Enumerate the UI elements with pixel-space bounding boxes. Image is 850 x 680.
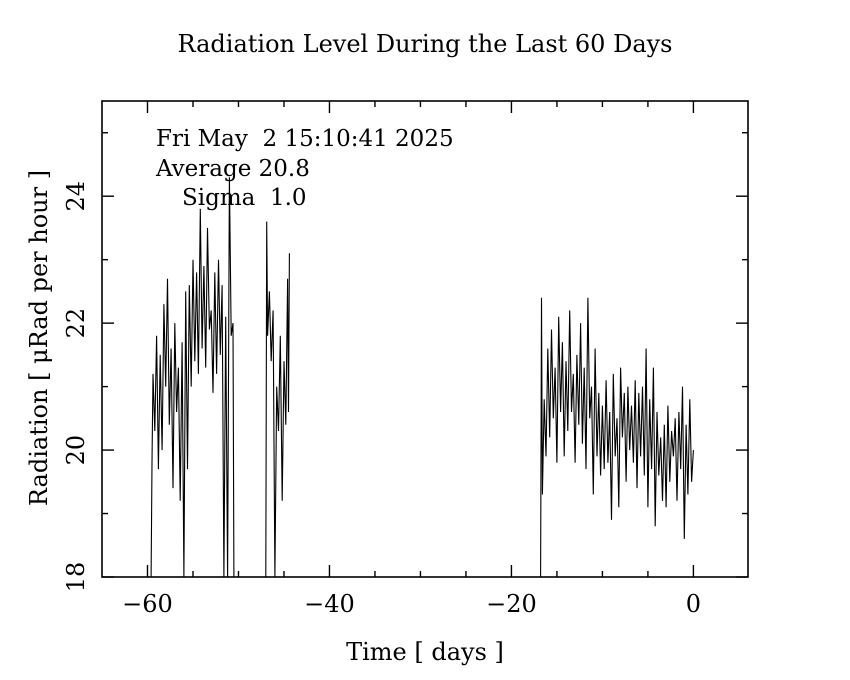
x-axis-label: Time [ days ] [346, 638, 504, 666]
series-line-early [150, 177, 235, 578]
x-tick-label: −40 [304, 590, 355, 618]
y-tick-label: 18 [62, 562, 90, 593]
y-tick-label: 24 [62, 181, 90, 212]
data-series-group [150, 177, 694, 578]
chart-title: Radiation Level During the Last 60 Days [178, 30, 673, 58]
plot-frame [101, 100, 749, 578]
series-line-recent [540, 297, 694, 578]
y-tick-label: 20 [62, 435, 90, 466]
axis-ticks [102, 101, 748, 578]
sigma-annotation: Sigma 1.0 [182, 185, 307, 211]
timestamp-annotation: Fri May 2 15:10:41 2025 [156, 126, 454, 152]
x-tick-label: −60 [122, 590, 173, 618]
average-annotation: Average 20.8 [155, 156, 310, 182]
axis-tick-labels: −60 −40 −20 0 18 20 22 24 [62, 181, 701, 618]
series-line-middle [265, 221, 290, 578]
x-tick-label: −20 [486, 590, 537, 618]
y-axis-label: Radiation [ μRad per hour ] [25, 170, 53, 506]
x-tick-label: 0 [686, 590, 701, 618]
y-tick-label: 22 [62, 308, 90, 339]
